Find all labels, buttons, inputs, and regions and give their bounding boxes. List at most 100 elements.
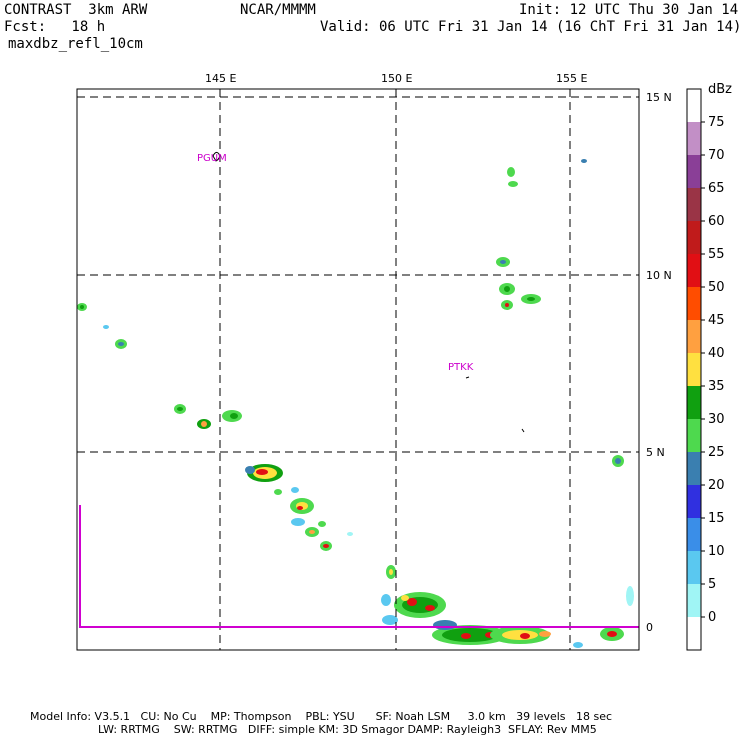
- echo-cell: [520, 633, 530, 639]
- forecast-hour: Fcst: 18 h: [4, 19, 106, 35]
- echo-cell: [508, 181, 518, 187]
- colorbar-swatch: [687, 452, 701, 485]
- lat-label-10: 10 N: [646, 269, 672, 282]
- echo-cell: [626, 586, 634, 606]
- colorbar-swatch: [687, 485, 701, 518]
- radar-echoes: [77, 159, 634, 648]
- echo-cell: [274, 489, 282, 495]
- colorbar-swatch: [687, 188, 701, 221]
- colorbar-swatch: [687, 353, 701, 386]
- colorbar-swatch: [687, 386, 701, 419]
- model-title: CONTRAST 3km ARW: [4, 2, 148, 18]
- echo-cell: [382, 615, 398, 625]
- echo-cell: [309, 530, 315, 534]
- lon-label-145: 145 E: [205, 72, 236, 85]
- echo-cell: [539, 631, 551, 637]
- lat-label-5: 5 N: [646, 446, 665, 459]
- echo-cell: [177, 407, 183, 411]
- init-time: Init: 12 UTC Thu 30 Jan 14: [519, 2, 739, 18]
- echo-cell: [607, 631, 617, 637]
- valid-time: Valid: 06 UTC Fri 31 Jan 14 (16 ChT Fri …: [320, 19, 740, 35]
- echo-cell: [504, 286, 510, 292]
- colorbar-swatch: [687, 518, 701, 551]
- colorbar-label: 50: [708, 280, 725, 295]
- echo-cell: [573, 642, 583, 648]
- colorbar-swatch: [687, 89, 701, 122]
- lon-label-155: 155 E: [556, 72, 587, 85]
- colorbar-label: 20: [708, 478, 725, 493]
- echo-cell: [291, 518, 305, 526]
- colorbar-label: 75: [708, 115, 725, 130]
- colorbar: [686, 88, 705, 651]
- colorbar-label: 40: [708, 346, 725, 361]
- colorbar-label: 45: [708, 313, 725, 328]
- echo-cell: [201, 421, 207, 427]
- echo-cell: [615, 458, 621, 464]
- colorbar-swatch: [687, 122, 701, 155]
- colorbar-swatch: [687, 320, 701, 353]
- echo-cell: [318, 521, 326, 527]
- colorbar-swatch: [687, 254, 701, 287]
- field-name: maxdbz_refl_10cm: [8, 36, 143, 52]
- coastlines: [212, 96, 525, 433]
- echo-cell: [323, 544, 329, 548]
- echo-cell: [291, 487, 299, 493]
- colorbar-frame: [686, 88, 702, 651]
- source-label: NCAR/MMMM: [240, 2, 316, 18]
- colorbar-label: 55: [708, 247, 725, 262]
- colorbar-swatch: [687, 551, 701, 584]
- colorbar-swatch: [687, 155, 701, 188]
- colorbar-label: 25: [708, 445, 725, 460]
- colorbar-label: 70: [708, 148, 725, 163]
- lat-lon-grid: [77, 89, 639, 650]
- colorbar-swatch: [687, 287, 701, 320]
- station-ptkk: PTKK: [448, 362, 474, 373]
- colorbar-label: 60: [708, 214, 725, 229]
- echo-cell: [505, 303, 509, 307]
- echo-cell: [389, 569, 393, 575]
- lon-label-150: 150 E: [381, 72, 412, 85]
- echo-cell: [230, 413, 238, 419]
- echo-cell: [103, 325, 109, 329]
- colorbar-label: 30: [708, 412, 725, 427]
- colorbar-swatch: [687, 221, 701, 254]
- echo-cell: [347, 532, 353, 536]
- echo-cell: [527, 297, 535, 301]
- colorbar-swatch: [687, 419, 701, 452]
- echo-cell: [461, 633, 471, 639]
- lat-label-0: 0: [646, 621, 653, 634]
- model-info-line2: LW: RRTMG SW: RRTMG DIFF: simple KM: 3D …: [98, 723, 597, 736]
- echo-cell: [80, 305, 84, 309]
- colorbar-label: 5: [708, 577, 716, 592]
- echo-cell: [297, 506, 303, 510]
- colorbar-label: 65: [708, 181, 725, 196]
- domain-boundary: [79, 505, 639, 628]
- echo-cell: [433, 620, 457, 630]
- echo-cell: [581, 159, 587, 163]
- chuuk-coast: [465, 376, 470, 379]
- model-info-line1: Model Info: V3.5.1 CU: No Cu MP: Thompso…: [30, 710, 613, 723]
- lat-label-15: 15 N: [646, 91, 672, 104]
- echo-cell: [381, 594, 391, 606]
- echo-cell: [502, 630, 538, 640]
- echo-cell: [407, 598, 417, 606]
- echo-cell: [401, 595, 409, 601]
- guam-coast: [212, 151, 221, 162]
- echo-cell: [425, 605, 435, 611]
- echo-cell: [118, 342, 124, 346]
- colorbar-swatch: [687, 584, 701, 617]
- colorbar-unit: dBz: [708, 82, 732, 97]
- echo-cell: [500, 260, 506, 264]
- colorbar-label: 15: [708, 511, 725, 526]
- echo-cell: [245, 466, 255, 474]
- colorbar-label: 10: [708, 544, 725, 559]
- island-coast: [521, 428, 525, 433]
- map-frame: [76, 88, 640, 651]
- colorbar-label: 0: [708, 610, 716, 625]
- echo-cell: [507, 167, 515, 177]
- colorbar-swatch: [687, 617, 701, 650]
- colorbar-label: 35: [708, 379, 725, 394]
- echo-cell: [256, 469, 268, 475]
